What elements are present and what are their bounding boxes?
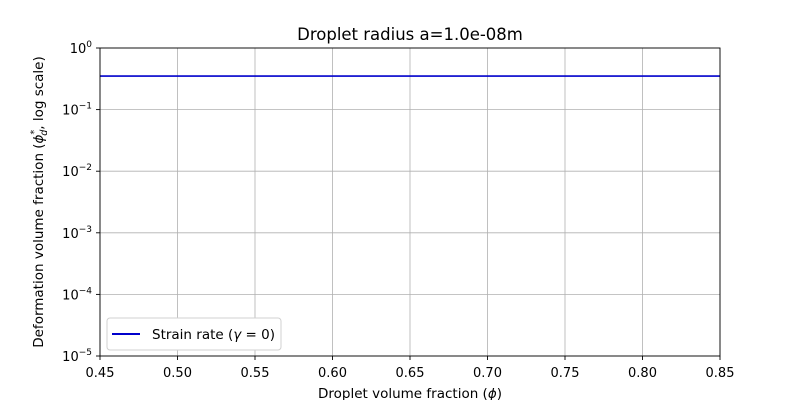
- y-axis-label-symbol: ϕ: [31, 134, 47, 143]
- y-tick-label: 100: [70, 40, 93, 57]
- chart-title: Droplet radius a=1.0e-08m: [297, 25, 523, 44]
- y-axis-label: Deformation volume fraction (ϕ*d, log sc…: [29, 56, 50, 348]
- legend-entry-text: Strain rate (: [152, 327, 233, 343]
- y-tick-base: 10: [70, 42, 87, 57]
- x-tick-label: 0.45: [86, 366, 115, 381]
- y-axis-label-sup: *: [29, 130, 40, 135]
- y-tick-exponent: −1: [79, 102, 92, 112]
- x-tick-label: 0.65: [396, 366, 425, 381]
- legend-entry-symbol: γ: [233, 327, 242, 343]
- y-tick-exponent: 0: [86, 40, 92, 50]
- y-axis-label-prefix: Deformation volume fraction (: [31, 143, 47, 347]
- x-tick-label: 0.55: [241, 366, 270, 381]
- y-tick-exponent: −2: [79, 163, 92, 173]
- x-tick-label: 0.75: [551, 366, 580, 381]
- y-tick-label: 10−4: [62, 286, 92, 303]
- y-tick-base: 10: [62, 165, 79, 180]
- y-tick-base: 10: [62, 104, 79, 119]
- legend-entry-value: = 0): [241, 327, 275, 343]
- y-axis-label-suffix: , log scale): [31, 56, 47, 130]
- y-tick-exponent: −5: [79, 348, 92, 358]
- y-tick-exponent: −3: [79, 225, 92, 235]
- y-tick-label: 10−1: [62, 102, 92, 119]
- y-axis-label-sub: d: [39, 129, 50, 136]
- legend: Strain rate (γ = 0): [106, 317, 282, 351]
- x-tick-label: 0.85: [706, 366, 735, 381]
- y-tick-base: 10: [62, 288, 79, 303]
- x-tick-label: 0.60: [318, 366, 347, 381]
- x-tick-label: 0.70: [473, 366, 502, 381]
- grid-layer: [99, 47, 721, 357]
- tick-layer: 0.45 0.50 0.55 0.60 0.65 0.70 0.75 0.80 0.851001…: [62, 40, 734, 381]
- x-tick-label: 0.50: [163, 366, 192, 381]
- x-axis-label: Droplet volume fraction (ϕ): [318, 386, 502, 400]
- y-tick-base: 10: [62, 227, 79, 242]
- x-axis-label-symbol: ϕ: [488, 386, 497, 400]
- legend-entry: Strain rate (γ = 0): [152, 327, 275, 343]
- x-tick-label: 0.80: [628, 366, 657, 381]
- x-axis-label-close: ): [497, 386, 502, 400]
- y-tick-exponent: −4: [79, 286, 93, 296]
- y-tick-label: 10−3: [62, 225, 92, 242]
- legend-box: [106, 317, 282, 351]
- y-tick-base: 10: [62, 350, 79, 365]
- y-tick-label: 10−2: [62, 163, 92, 180]
- x-axis-label-text: Droplet volume fraction (: [318, 386, 488, 400]
- y-tick-label: 10−5: [62, 348, 92, 365]
